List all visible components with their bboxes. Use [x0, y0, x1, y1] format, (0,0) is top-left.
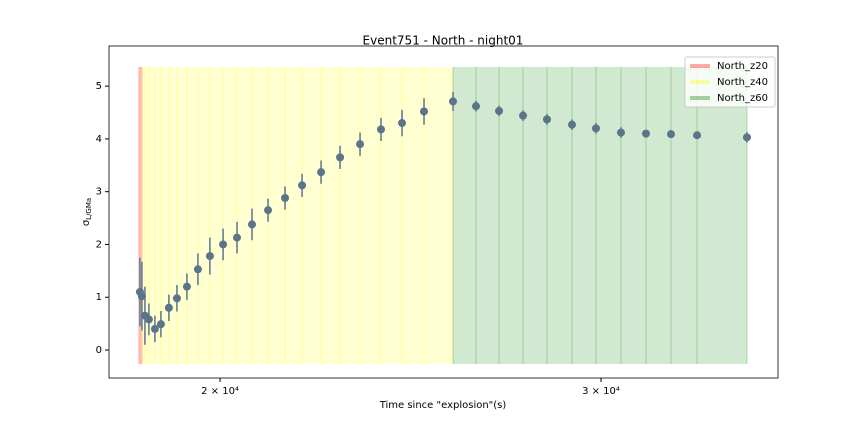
region-span [141, 67, 454, 364]
data-point [420, 107, 429, 116]
y-label-symbol: σ [81, 219, 92, 226]
data-point [742, 133, 751, 142]
y-tick-label: 1 [96, 292, 102, 303]
data-point [281, 194, 290, 203]
data-point [398, 119, 407, 128]
data-point [567, 120, 576, 129]
y-tick-label: 2 [96, 239, 102, 250]
x-tick-label: 2 × 10⁴ [201, 386, 239, 397]
y-label-subscript: L/GMa [85, 198, 93, 220]
data-point [137, 292, 146, 301]
y-axis-label: σL/GMa [81, 198, 93, 226]
y-tick-label: 4 [96, 134, 102, 145]
legend-label: North_z60 [717, 93, 768, 104]
data-point [591, 124, 600, 133]
y-tick-label: 0 [96, 345, 102, 356]
x-tick-label: 3 × 10⁴ [582, 386, 620, 397]
region-span [453, 67, 747, 364]
data-point [144, 315, 153, 324]
data-point [376, 125, 385, 134]
data-point [317, 168, 326, 177]
data-point [472, 102, 481, 111]
data-point [233, 233, 242, 242]
data-point [641, 129, 650, 138]
data-point [172, 294, 181, 303]
data-point [205, 252, 214, 261]
data-point [298, 181, 307, 190]
data-point [495, 106, 504, 115]
data-point [150, 324, 159, 333]
data-point [164, 303, 173, 312]
legend-box [684, 56, 776, 108]
data-point [219, 240, 228, 249]
data-point [336, 153, 345, 162]
data-point [182, 282, 191, 291]
data-point [616, 128, 625, 137]
region-span [138, 67, 142, 364]
data-point [449, 97, 458, 106]
data-point [156, 320, 165, 329]
data-point [666, 130, 675, 139]
data-point [193, 265, 202, 274]
data-point [248, 220, 257, 229]
legend-label: North_z20 [717, 61, 768, 72]
data-point [356, 140, 365, 149]
data-point [264, 206, 273, 215]
chart-title: Event751 - North - night01 [363, 34, 524, 48]
data-point [542, 115, 551, 124]
y-tick-label: 5 [96, 81, 102, 92]
x-axis-label: Time since "explosion"(s) [379, 400, 507, 411]
y-tick-label: 3 [96, 187, 102, 198]
data-point [519, 111, 528, 120]
legend-label: North_z40 [717, 77, 768, 88]
data-point [693, 131, 702, 140]
plot-frame [108, 45, 779, 379]
